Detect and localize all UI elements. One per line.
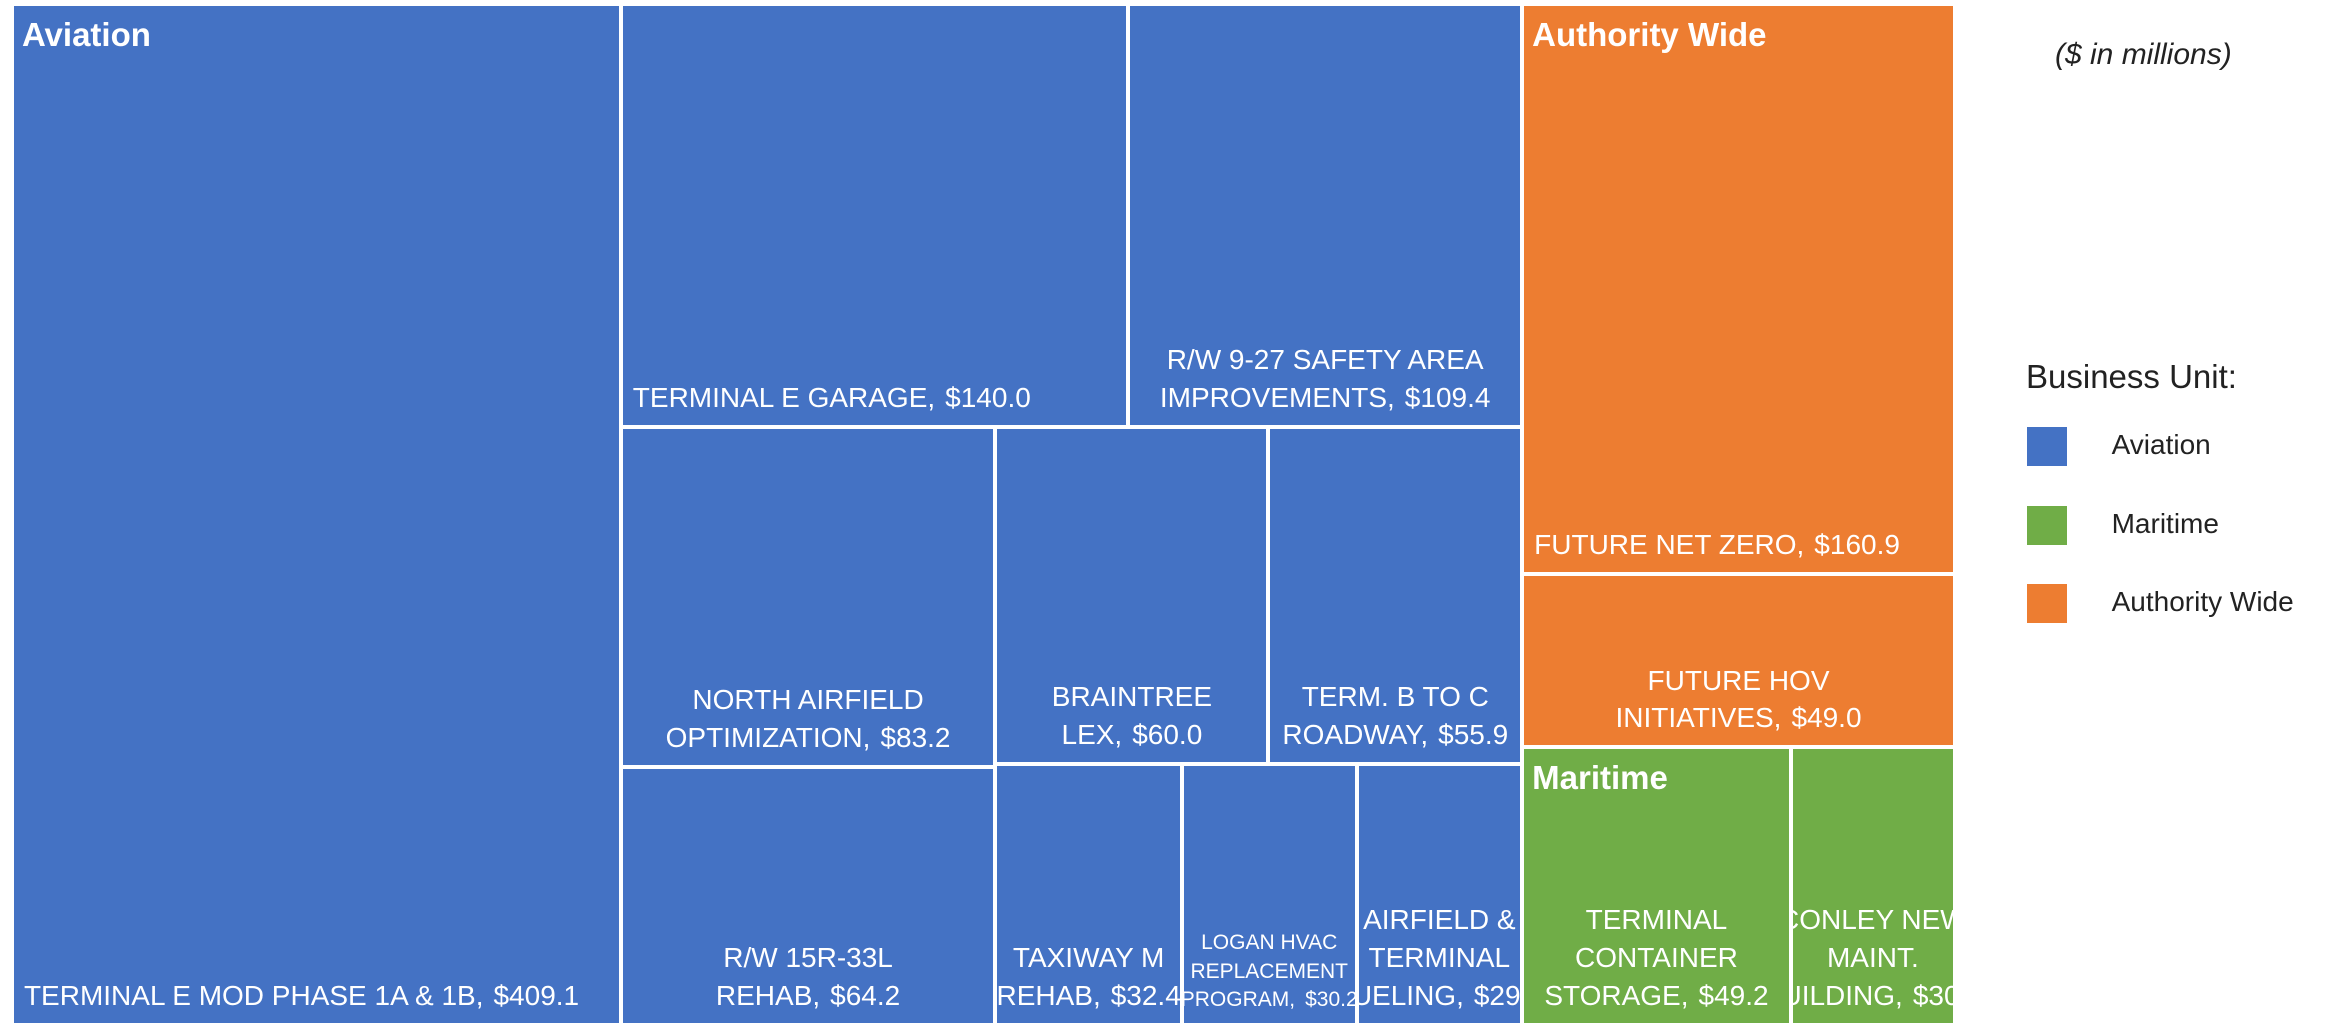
value-label: $32.4 xyxy=(1110,979,1181,1011)
value-label: $30.0 xyxy=(1912,979,1953,1011)
tile: FUTURE NET ZERO, $160.9 xyxy=(1522,4,1955,574)
tile: NORTH AIRFIELD OPTIMIZATION, $83.2 xyxy=(620,427,996,767)
tile: R/W 9-27 SAFETY AREA IMPROVEMENTS, $109.4 xyxy=(1128,4,1523,427)
tile-text: NORTH AIRFIELD OPTIMIZATION, $83.2 xyxy=(633,681,984,757)
tile-label: R/W 15R-33L REHAB, xyxy=(715,941,893,1011)
tile-label: AIRFIELD & TERMINAL FUELING, xyxy=(1358,904,1516,1011)
tile-label: TERMINAL E GARAGE, xyxy=(632,382,936,414)
tile-text: LOGAN HVAC REPLACEMENT PROGRAM, $30.2 xyxy=(1181,929,1357,1014)
legend-label: Aviation xyxy=(2111,429,2211,460)
tile: R/W 15R-33L REHAB, $64.2 xyxy=(620,766,996,1025)
tile-text: FUTURE HOV INITIATIVES, $49.0 xyxy=(1534,662,1943,738)
tile-label: TERMINAL E MOD PHASE 1A & 1B, xyxy=(23,979,484,1011)
value-label: $160.9 xyxy=(1814,528,1900,560)
tile-text: CONLEY NEW MAINT. BUILDING,$30.0 xyxy=(1793,901,1953,1014)
legend-title: Business Unit: xyxy=(2026,358,2237,395)
value-label: $60.0 xyxy=(1132,718,1203,750)
legend-label: Authority Wide xyxy=(2111,586,2294,618)
tile: FUTURE HOV INITIATIVES, $49.0 xyxy=(1522,573,1955,748)
value-label: $30.2 xyxy=(1305,988,1357,1012)
legend-swatch xyxy=(2026,427,2067,466)
value-label: $140.0 xyxy=(945,382,1031,414)
tile: CONLEY NEW MAINT. BUILDING,$30.0 xyxy=(1790,747,1955,1025)
tile-label: LOGAN HVAC REPLACEMENT PROGRAM, xyxy=(1181,931,1348,1012)
tile-label: CONLEY NEW MAINT. BUILDING, xyxy=(1793,904,1953,1011)
value-label: $109.4 xyxy=(1404,382,1491,414)
tile-text: BRAINTREE LEX, $60.0 xyxy=(1007,678,1256,754)
tile-label: BRAINTREE LEX, xyxy=(1051,680,1213,750)
tile: TERMINAL CONTAINER STORAGE, $49.2 xyxy=(1522,747,1791,1025)
legend-swatch xyxy=(2026,505,2067,545)
value-label: $29.0 xyxy=(1473,979,1521,1011)
legend-swatch xyxy=(2026,584,2067,624)
tile-label: FUTURE NET ZERO, xyxy=(1534,528,1805,560)
value-label: $49.2 xyxy=(1698,979,1769,1011)
group-header: Aviation xyxy=(21,16,151,54)
legend-label: Maritime xyxy=(2111,507,2219,539)
tile-text: R/W 9-27 SAFETY AREA IMPROVEMENTS, $109.4 xyxy=(1140,341,1510,417)
tile-text: FUTURE NET ZERO, $160.9 xyxy=(1534,526,1900,564)
value-label: $64.2 xyxy=(830,979,901,1011)
tile-label: FUTURE HOV INITIATIVES, xyxy=(1615,664,1830,734)
tile-text: AIRFIELD & TERMINAL FUELING,$29.0 xyxy=(1358,901,1521,1014)
tile-text: TERMINAL E MOD PHASE 1A & 1B, $409.1 xyxy=(24,977,579,1015)
tile-label: R/W 9-27 SAFETY AREA IMPROVEMENTS, xyxy=(1159,344,1484,414)
subtitle: ($ in millions) xyxy=(2055,38,2232,71)
tile-label: TERM. B TO C ROADWAY, xyxy=(1282,680,1489,750)
tile-label: TERMINAL CONTAINER STORAGE, xyxy=(1544,904,1738,1011)
value-label: $409.1 xyxy=(493,979,580,1011)
tile: LOGAN HVAC REPLACEMENT PROGRAM, $30.2 xyxy=(1181,763,1357,1025)
value-label: $83.2 xyxy=(880,721,951,753)
tile-text: TERM. B TO C ROADWAY, $55.9 xyxy=(1280,678,1510,754)
tile: TERMINAL E GARAGE, $140.0 xyxy=(620,4,1129,427)
value-label: $49.0 xyxy=(1791,702,1862,734)
tile-label: NORTH AIRFIELD OPTIMIZATION, xyxy=(665,683,924,753)
tile: TAXIWAY M REHAB, $32.4 xyxy=(995,763,1182,1025)
value-label: $55.9 xyxy=(1438,718,1509,750)
tile-text: TERMINAL CONTAINER STORAGE, $49.2 xyxy=(1534,901,1779,1014)
group-header: Maritime xyxy=(1532,759,1668,797)
group-header: Authority Wide xyxy=(1532,16,1767,54)
tile-text: TERMINAL E GARAGE, $140.0 xyxy=(633,379,1031,417)
tile: TERM. B TO C ROADWAY, $55.9 xyxy=(1268,427,1523,764)
tile-label: TAXIWAY M REHAB, xyxy=(996,941,1165,1011)
tile: AIRFIELD & TERMINAL FUELING,$29.0 xyxy=(1356,763,1523,1025)
tile: TERMINAL E MOD PHASE 1A & 1B, $409.1 xyxy=(11,4,621,1025)
tile-text: TAXIWAY M REHAB, $32.4 xyxy=(996,939,1181,1015)
tile: BRAINTREE LEX, $60.0 xyxy=(995,427,1269,764)
tile-text: R/W 15R-33L REHAB, $64.2 xyxy=(633,939,984,1015)
